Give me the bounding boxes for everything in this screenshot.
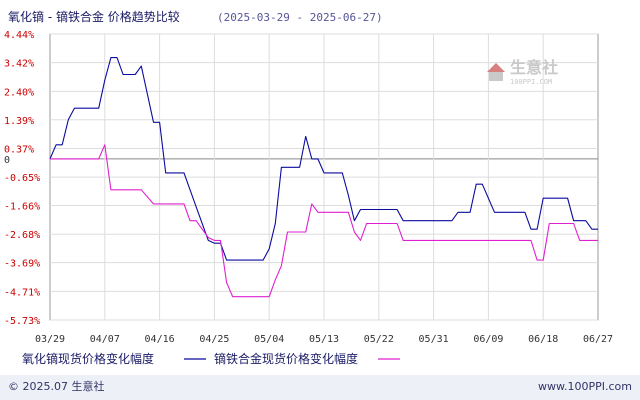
x-tick-label: 04/16 (145, 334, 175, 345)
watermark: 生意社 100PPI.COM (487, 58, 558, 86)
x-tick-label: 05/31 (419, 334, 449, 345)
x-tick-label: 06/18 (528, 334, 558, 345)
y-tick-label: -0.65% (4, 173, 40, 184)
y-tick-label: -1.66% (4, 202, 40, 213)
legend-series-2-label: 镝铁合金现货价格变化幅度 (214, 351, 358, 366)
watermark-name: 生意社 (510, 58, 558, 77)
footer-band (0, 375, 640, 400)
series-line-1 (49, 57, 598, 261)
y-axis-ticks: 4.44% 3.42% 2.40% 1.39% 0.37%0 -0.65% -1.66% -2… (4, 30, 40, 327)
x-tick-label: 04/25 (199, 334, 229, 345)
y-tick-label: 3.42% (4, 59, 34, 70)
x-tick-label: 04/07 (90, 334, 120, 345)
legend-series-1-label: 氧化镝现货价格变化幅度 (22, 351, 154, 366)
legend: 氧化镝现货价格变化幅度 镝铁合金现货价格变化幅度 (22, 351, 400, 366)
watermark-logo-base (489, 72, 503, 81)
y-tick-label: 0 (4, 155, 10, 166)
footer-url: www.100PPI.com (538, 380, 632, 393)
footer-copyright: © 2025.07 生意社 (8, 379, 104, 393)
y-tick-label: -2.68% (4, 230, 40, 241)
x-tick-label: 06/09 (473, 334, 503, 345)
x-axis-ticks: 03/29 04/07 04/16 04/25 05/04 05/13 05/22 05/31… (35, 334, 613, 345)
x-tick-label: 06/27 (583, 334, 613, 345)
watermark-url: 100PPI.COM (510, 78, 552, 86)
chart-date-range: (2025-03-29 - 2025-06-27) (217, 11, 383, 24)
y-tick-label: -3.69% (4, 259, 40, 270)
y-tick-label: 1.39% (4, 116, 34, 127)
series-layer (49, 57, 598, 298)
x-tick-label: 05/04 (254, 334, 284, 345)
y-tick-label: -5.73% (4, 316, 40, 327)
x-tick-label: 05/13 (309, 334, 339, 345)
chart-title: 氧化镝 - 镝铁合金 价格趋势比较 (8, 9, 180, 24)
x-tick-label: 05/22 (364, 334, 394, 345)
watermark-logo-icon (487, 63, 505, 72)
x-tick-label: 03/29 (35, 334, 65, 345)
y-tick-label: -4.71% (4, 287, 40, 298)
series-line-2 (50, 144, 598, 298)
y-tick-label: 2.40% (4, 87, 34, 98)
y-tick-label: 0.37% (4, 144, 34, 155)
grid-lines (50, 33, 598, 321)
y-tick-label: 4.44% (4, 30, 34, 41)
